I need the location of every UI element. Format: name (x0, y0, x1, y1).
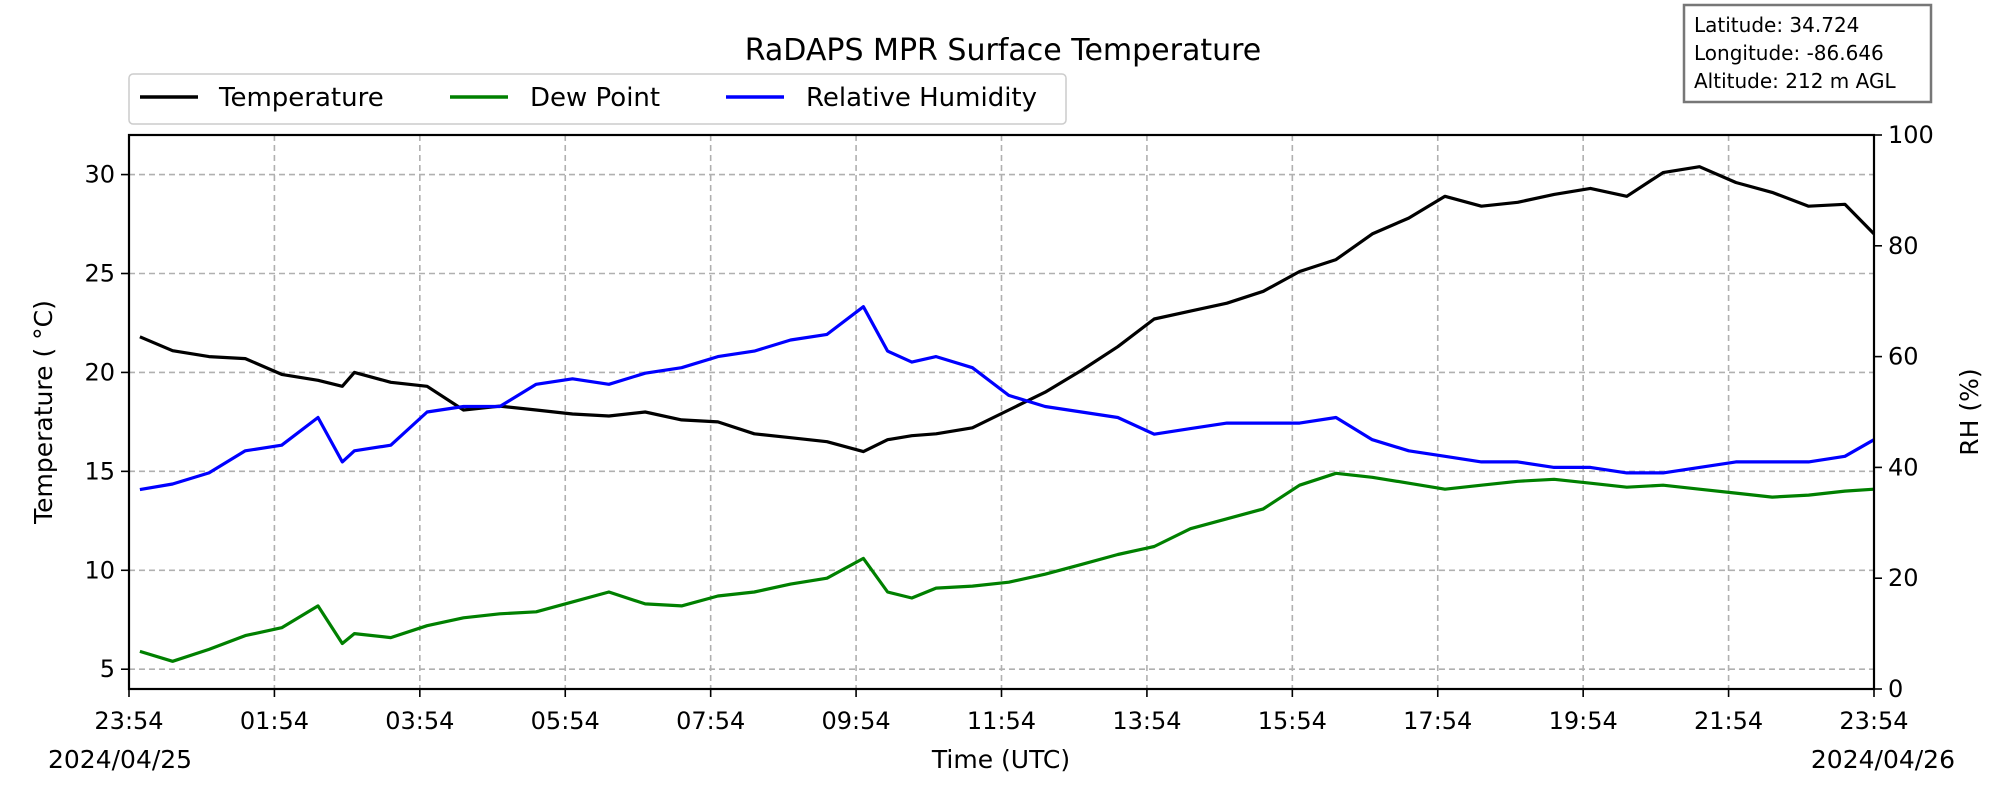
x-tick-label: 03:54 (385, 707, 454, 735)
y-right-tick-label: 0 (1888, 675, 1903, 703)
x-tick-label: 23:54 (1839, 707, 1908, 735)
grid (129, 135, 1874, 689)
x-tick-label: 19:54 (1549, 707, 1618, 735)
x-tick-label: 13:54 (1112, 707, 1181, 735)
x-tick-label: 01:54 (240, 707, 309, 735)
location-info-box: Latitude: 34.724 Longitude: -86.646 Alti… (1682, 3, 1933, 104)
series-layer (139, 165, 1876, 663)
y-axis-right: 0 20 40 60 80 100 (1874, 121, 1934, 703)
y-left-tick-label: 10 (84, 556, 115, 584)
series-line-relative-humidity (139, 305, 1875, 492)
y-left-tick-label: 5 (100, 655, 115, 683)
y-axis-left-label: Temperature ( °C) (29, 300, 58, 525)
y-right-tick-label: 100 (1888, 121, 1934, 149)
y-right-tick-label: 20 (1888, 564, 1919, 592)
y-left-tick-label: 25 (84, 260, 115, 288)
latitude-text: Latitude: 34.724 (1694, 13, 1859, 37)
y-left-tick-label: 15 (84, 457, 115, 485)
y-left-tick-label: 20 (84, 358, 115, 386)
x-tick-label: 23:54 (94, 707, 163, 735)
x-date-end: 2024/04/26 (1811, 745, 1955, 774)
longitude-text: Longitude: -86.646 (1694, 41, 1884, 65)
legend: Temperature Dew Point Relative Humidity (128, 73, 1067, 125)
legend-label-dew-point: Dew Point (530, 83, 660, 113)
x-tick-label: 11:54 (967, 707, 1036, 735)
series-line-dew-point (139, 471, 1875, 663)
legend-box (128, 73, 1067, 125)
y-right-tick-label: 80 (1888, 232, 1919, 260)
series-line-temperature (139, 165, 1876, 454)
x-tick-label: 05:54 (531, 707, 600, 735)
altitude-text: Altitude: 212 m AGL (1694, 69, 1896, 93)
x-tick-label: 21:54 (1694, 707, 1763, 735)
x-tick-label: 07:54 (676, 707, 745, 735)
location-info-frame (1682, 3, 1933, 104)
y-right-tick-label: 60 (1888, 343, 1919, 371)
y-right-tick-label: 40 (1888, 453, 1919, 481)
legend-label-temperature: Temperature (218, 83, 384, 113)
legend-label-relative-humidity: Relative Humidity (806, 83, 1037, 113)
x-axis: 23:54 01:54 03:54 05:54 07:54 09:54 11:54 13:54… (94, 689, 1909, 735)
x-tick-label: 15:54 (1258, 707, 1327, 735)
y-left-tick-label: 30 (84, 161, 115, 189)
x-date-start: 2024/04/25 (48, 745, 192, 774)
x-axis-label: Time (UTC) (931, 745, 1070, 774)
y-axis-left: 5 10 15 20 25 30 (84, 161, 129, 683)
y-axis-right-label: RH (%) (1955, 368, 1984, 455)
chart-title: RaDAPS MPR Surface Temperature (745, 33, 1262, 68)
x-tick-label: 17:54 (1403, 707, 1472, 735)
x-tick-label: 09:54 (821, 707, 890, 735)
